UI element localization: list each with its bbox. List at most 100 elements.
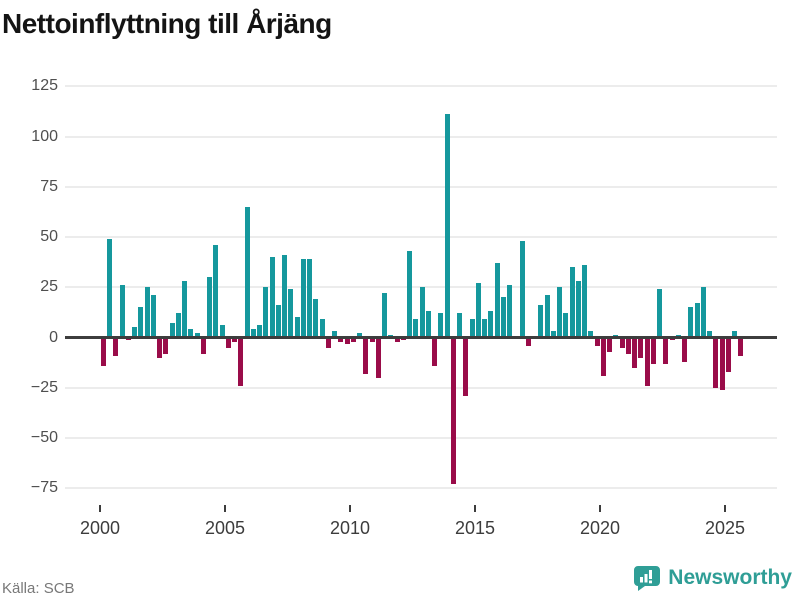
y-axis-tick-label: 0 — [49, 328, 58, 346]
bar-negative — [719, 337, 725, 390]
bar-positive — [557, 287, 563, 338]
bar-negative — [338, 337, 344, 342]
bar-positive — [419, 287, 425, 338]
bar-negative — [738, 337, 744, 356]
bar-positive — [519, 241, 525, 338]
bar-positive — [694, 303, 700, 338]
bar-positive — [119, 285, 125, 338]
brand-logo: Newsworthy — [632, 563, 792, 592]
bar-negative — [625, 337, 631, 354]
source-note: Källa: SCB — [2, 580, 75, 597]
bar-positive — [219, 325, 225, 338]
bar-negative — [394, 337, 400, 342]
bar-positive — [257, 325, 263, 338]
bar-positive — [294, 317, 300, 338]
bar-negative — [619, 337, 625, 348]
bar-positive — [413, 319, 419, 338]
x-axis-tick-label: 2015 — [454, 518, 496, 538]
bar-positive — [150, 295, 156, 338]
bar-positive — [250, 329, 256, 338]
bar-negative — [432, 337, 438, 366]
bar-negative — [375, 337, 381, 378]
bar-positive — [144, 287, 150, 338]
bar-positive — [494, 263, 500, 338]
bar-positive — [307, 259, 313, 338]
bar-positive — [700, 287, 706, 338]
bar-negative — [463, 337, 469, 396]
bar-negative — [157, 337, 163, 358]
bar-positive — [138, 307, 144, 338]
page-title: Nettoinflyttning till Årjäng — [2, 8, 332, 39]
x-axis-tick — [724, 505, 726, 512]
bar-positive — [357, 333, 363, 338]
bar-positive — [194, 333, 200, 338]
bar-positive — [732, 331, 738, 338]
bar-positive — [132, 327, 138, 338]
bar-positive — [507, 285, 513, 338]
bar-positive — [707, 331, 713, 338]
bar-negative — [682, 337, 688, 362]
y-axis-tick-label: −50 — [30, 429, 58, 446]
gridline — [65, 85, 777, 88]
bar-positive — [582, 265, 588, 338]
bar-positive — [550, 331, 556, 338]
bar-positive — [475, 283, 481, 338]
bar-negative — [644, 337, 650, 386]
bar-positive — [469, 319, 475, 338]
bar-positive — [313, 299, 319, 338]
bar-negative — [369, 337, 375, 342]
gridline — [65, 437, 777, 439]
bar-negative — [632, 337, 638, 368]
gridline — [65, 236, 777, 238]
bar-negative — [363, 337, 369, 374]
gridline — [65, 135, 777, 138]
bar-negative — [713, 337, 719, 388]
x-axis-tick — [99, 505, 101, 512]
bar-positive — [544, 295, 550, 338]
bar-negative — [607, 337, 613, 352]
bar-negative — [650, 337, 656, 364]
bar-positive — [482, 319, 488, 338]
bar-positive — [657, 289, 663, 338]
x-axis-tick-label: 2000 — [79, 518, 121, 538]
x-axis-tick — [349, 505, 351, 512]
bar-positive — [575, 281, 581, 338]
bar-positive — [457, 313, 463, 338]
bar-positive — [569, 267, 575, 338]
y-axis-tick-label: 75 — [40, 177, 58, 195]
bar-positive — [182, 281, 188, 338]
bar-positive — [169, 323, 175, 338]
bar-positive — [175, 313, 181, 338]
bar-positive — [188, 329, 194, 338]
bar-negative — [525, 337, 531, 346]
bar-positive — [207, 277, 213, 338]
bar-negative — [238, 337, 244, 386]
x-axis-tick-label: 2025 — [704, 518, 746, 538]
bar-positive — [269, 257, 275, 338]
bar-positive — [538, 305, 544, 338]
bar-positive — [300, 259, 306, 338]
x-axis-tick-label: 2010 — [329, 518, 371, 538]
bar-positive — [282, 255, 288, 338]
bar-negative — [350, 337, 356, 342]
bar-positive — [563, 313, 569, 338]
bar-positive — [438, 313, 444, 338]
y-axis-tick-label: −25 — [30, 378, 58, 396]
x-axis-tick — [474, 505, 476, 512]
bar-negative — [225, 337, 231, 348]
bar-positive — [263, 287, 269, 338]
zero-axis-line — [65, 336, 777, 339]
bar-positive — [332, 331, 338, 338]
bar-negative — [725, 337, 731, 372]
bar-positive — [244, 206, 250, 338]
bar-negative — [113, 337, 119, 356]
bar-negative — [663, 337, 669, 364]
bar-negative — [325, 337, 331, 348]
bar-negative — [344, 337, 350, 344]
brand-name: Newsworthy — [668, 565, 792, 589]
x-axis-tick — [599, 505, 601, 512]
gridline — [65, 185, 777, 188]
x-axis-tick-label: 2020 — [579, 518, 621, 538]
bar-positive — [275, 305, 281, 338]
